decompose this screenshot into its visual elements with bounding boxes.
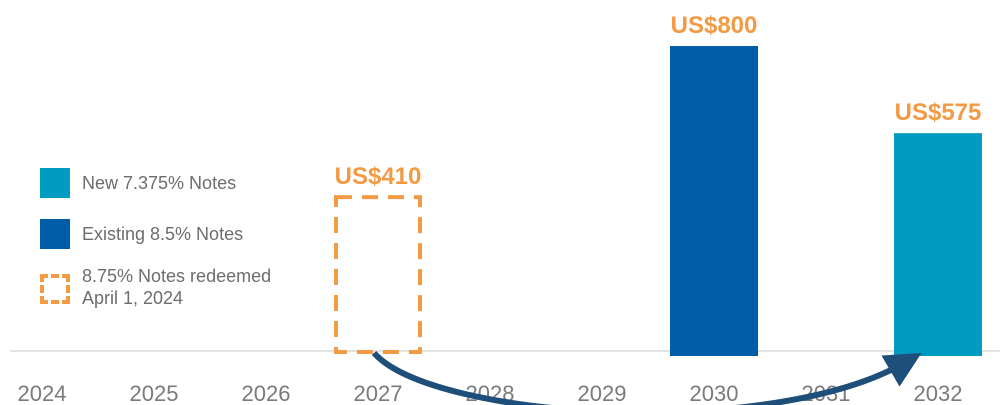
x-tick-2026: 2026 [242, 381, 291, 405]
x-tick-2027: 2027 [354, 381, 403, 405]
x-tick-2032: 2032 [914, 381, 963, 405]
legend-item-new-notes: New 7.375% Notes [40, 168, 236, 198]
x-tick-2030: 2030 [690, 381, 739, 405]
legend-label-existing-notes: Existing 8.5% Notes [82, 224, 244, 244]
legend-swatch-new-notes [40, 168, 70, 198]
x-tick-2029: 2029 [578, 381, 627, 405]
legend-item-redeemed-notes: 8.75% Notes redeemed April 1, 2024 [40, 265, 271, 309]
x-tick-2024: 2024 [18, 381, 67, 405]
legend-label-redeemed-line-1: 8.75% Notes redeemed [82, 266, 272, 286]
legend-label-new-notes: New 7.375% Notes [82, 173, 237, 193]
bar-2030 [670, 46, 758, 356]
data-label-2030: US$800 [671, 12, 758, 39]
legend-item-existing-notes: Existing 8.5% Notes [40, 219, 243, 249]
refinance-arrow [371, 350, 922, 405]
bar-2032 [894, 133, 982, 356]
legend-swatch-existing-notes [40, 219, 70, 249]
data-label-2027: US$410 [335, 163, 422, 190]
data-label-2032: US$575 [895, 99, 982, 126]
legend-swatch-redeemed-notes [40, 274, 70, 304]
x-tick-2025: 2025 [130, 381, 179, 405]
legend-label-redeemed-line-2: April 1, 2024 [82, 288, 184, 308]
bar-2027-redeemed [334, 195, 422, 354]
